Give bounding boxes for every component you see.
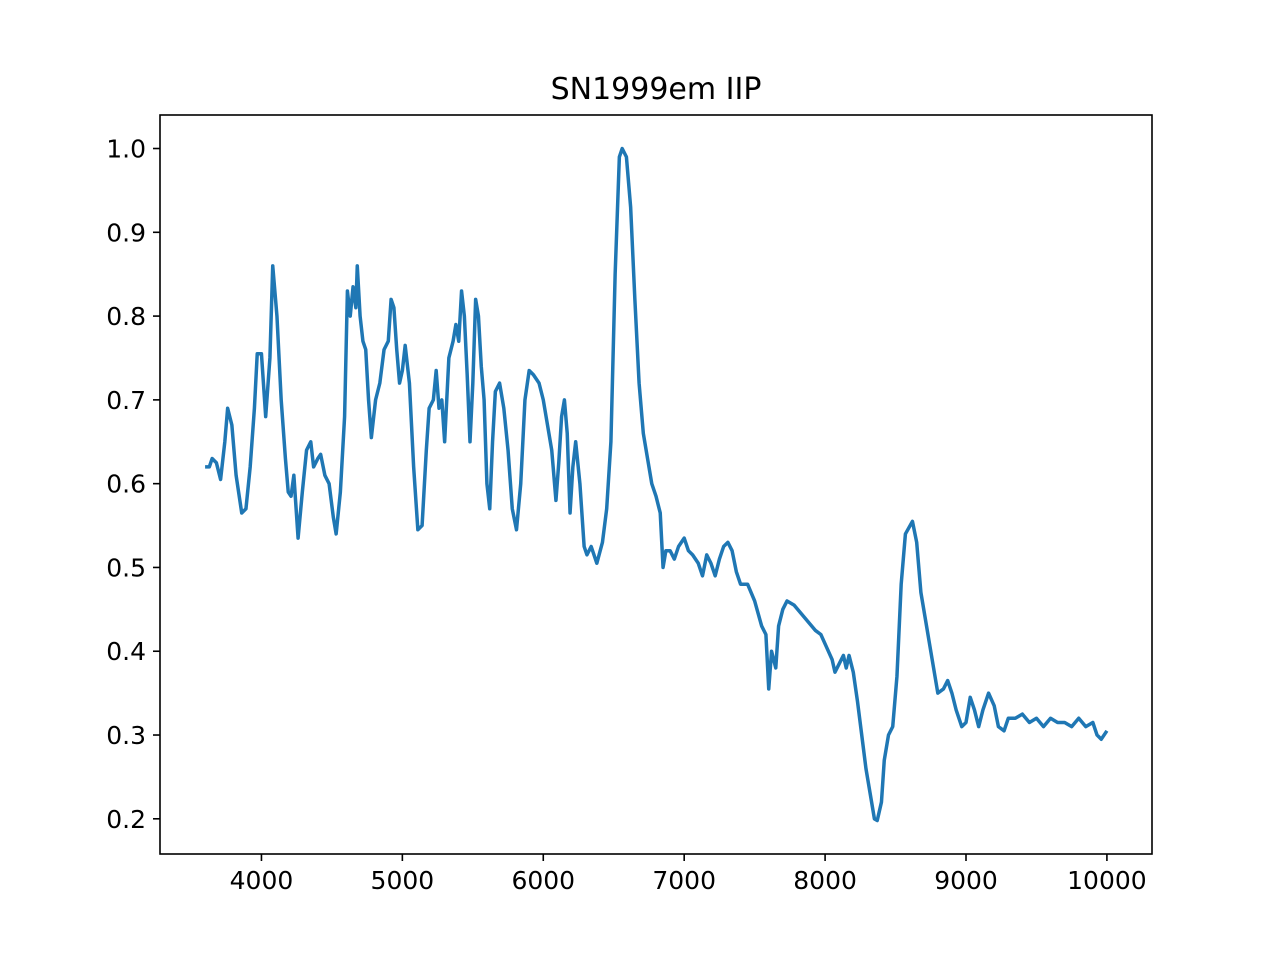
x-tick-label: 6000 [511,866,575,895]
y-tick-label: 0.6 [106,470,146,499]
y-tick-label: 0.2 [106,805,146,834]
y-tick-label: 0.9 [106,218,146,247]
plot-frame [159,114,1153,855]
x-tick-label: 4000 [230,866,294,895]
x-tick-label: 9000 [934,866,998,895]
x-tick-label: 5000 [371,866,435,895]
x-tick-label: 10000 [1067,866,1147,895]
y-tick-label: 0.4 [106,637,146,666]
y-tick-label: 0.8 [106,302,146,331]
x-tick-label: 7000 [652,866,716,895]
y-tick-label: 1.0 [106,135,146,164]
y-tick-label: 0.5 [106,553,146,582]
spectrum-line [205,146,1109,823]
x-tick-label: 8000 [793,866,857,895]
y-tick-label: 0.7 [106,386,146,415]
chart-title: SN1999em IIP [551,72,762,107]
y-tick-label: 0.3 [106,721,146,750]
